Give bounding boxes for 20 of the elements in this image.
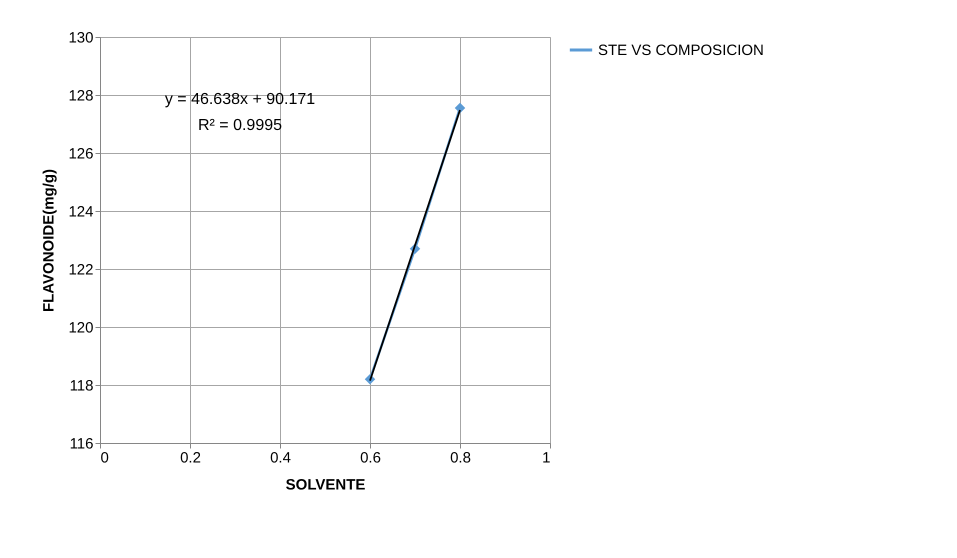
x-tick-label: 1 (542, 450, 550, 466)
annotation: R² = 0.9995 (198, 117, 282, 134)
x-tick-label: 0 (100, 450, 109, 466)
x-tick-label: 0.8 (450, 450, 471, 466)
y-tick-label: 118 (70, 378, 94, 394)
y-tick-label: 120 (68, 320, 94, 336)
y-tick-label: 122 (68, 262, 94, 278)
y-tick-label: 126 (68, 146, 94, 162)
legend-label: STE VS COMPOSICION (598, 42, 764, 59)
y-tick-label: 116 (70, 436, 94, 452)
y-axis-title: FLAVONOIDE(mg/g) (40, 168, 58, 312)
x-tick-label: 0.6 (360, 450, 381, 466)
y-tick-label: 130 (68, 30, 94, 46)
point (454, 102, 466, 114)
y-tick-label: 128 (68, 88, 94, 104)
x-tick-label: 0.4 (270, 450, 291, 466)
x-axis-title: SOLVENTE (286, 476, 366, 494)
annotation: y = 46.638x + 90.171 (164, 91, 316, 108)
y-tick-label: 124 (68, 204, 94, 220)
x-tick-label: 0.2 (180, 450, 201, 466)
